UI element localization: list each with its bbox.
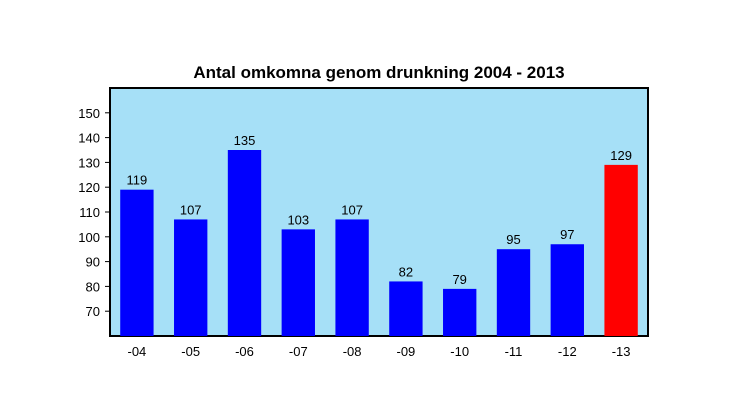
bar-06 <box>227 150 262 336</box>
y-tick-label: 150 <box>78 106 100 121</box>
bar-08 <box>335 219 369 336</box>
data-label: 107 <box>341 202 363 217</box>
x-tick-label: -08 <box>343 344 362 359</box>
data-label: 103 <box>287 212 309 227</box>
bar-05 <box>174 219 208 336</box>
bar-12 <box>550 244 584 336</box>
bar-11 <box>496 249 531 336</box>
x-axis-ticks: -04 -05 -06 -07 -08 -09 -10 -11 -12 -13 <box>128 344 631 359</box>
data-label: 107 <box>180 202 202 217</box>
x-tick-label: -12 <box>558 344 577 359</box>
bar-13 <box>604 164 638 336</box>
bar-10 <box>443 288 477 336</box>
chart-title: Antal omkomna genom drunkning 2004 - 201… <box>193 63 564 82</box>
data-label: 119 <box>127 173 148 188</box>
y-tick-label: 120 <box>78 180 100 195</box>
x-tick-label: -05 <box>181 344 200 359</box>
bar-04 <box>120 189 154 336</box>
x-tick-label: -09 <box>397 344 416 359</box>
y-tick-label: 110 <box>79 205 100 220</box>
data-label: 135 <box>234 133 256 148</box>
y-tick-label: 130 <box>78 155 100 170</box>
y-tick-label: 80 <box>86 279 100 294</box>
bar-09 <box>389 281 423 336</box>
x-tick-label: -10 <box>450 344 469 359</box>
x-tick-label: -13 <box>612 344 631 359</box>
y-tick-label: 100 <box>78 230 100 245</box>
x-tick-label: -07 <box>289 344 308 359</box>
data-label: 82 <box>399 264 413 279</box>
x-tick-label: -06 <box>235 344 254 359</box>
data-label: 79 <box>452 272 466 287</box>
x-tick-label: -11 <box>505 344 523 359</box>
data-label: 97 <box>560 227 574 242</box>
y-tick-label: 140 <box>78 131 100 146</box>
bars: 119 107 135 103 107 82 79 95 97 129 <box>120 133 638 336</box>
y-tick-label: 90 <box>86 255 100 270</box>
data-label: 129 <box>610 148 632 163</box>
y-tick-label: 70 <box>86 304 100 319</box>
data-label: 95 <box>506 232 520 247</box>
y-axis-ticks: 70 80 90 100 110 120 130 140 150 <box>78 106 110 319</box>
bar-07 <box>281 229 315 336</box>
x-tick-label: -04 <box>128 344 147 359</box>
